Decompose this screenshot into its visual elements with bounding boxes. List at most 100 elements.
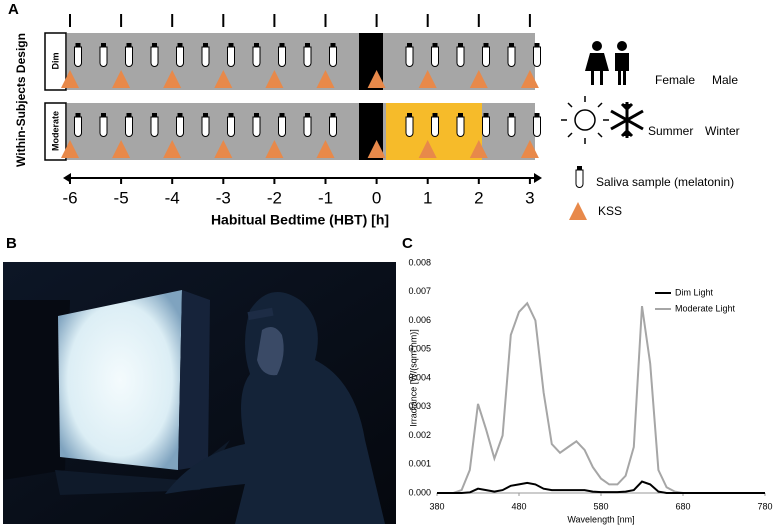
condition-box	[44, 32, 67, 91]
saliva-tube	[456, 116, 465, 137]
tube-cap	[534, 113, 540, 117]
saliva-tube	[533, 46, 541, 67]
tube-cap	[407, 43, 412, 47]
y-tick-label: 0.008	[408, 257, 431, 267]
saliva-tube	[150, 116, 159, 137]
saliva-tube	[201, 46, 210, 67]
tube-cap	[483, 43, 489, 47]
tube-cap	[228, 113, 234, 117]
legend-text: KSS	[598, 204, 622, 218]
series-line	[437, 301, 765, 494]
condition-label: Dim	[50, 52, 60, 69]
female-icon	[585, 41, 609, 85]
hbt-tick-label: 3	[525, 188, 534, 207]
y-tick-label: 0.000	[408, 487, 431, 497]
tube-cap	[152, 43, 157, 47]
saliva-tube	[125, 116, 133, 137]
saliva-tube	[533, 116, 541, 137]
tube-cap	[305, 43, 310, 47]
y-tick-label: 0.005	[408, 344, 431, 354]
saliva-tube	[227, 116, 235, 137]
saliva-tube	[74, 116, 82, 137]
saliva-tube	[176, 116, 184, 137]
saliva-tube	[303, 46, 312, 67]
hbt-axis-label: Habitual Bedtime (HBT) [h]	[211, 212, 389, 228]
kss-marker	[316, 70, 335, 88]
kss-marker	[61, 70, 79, 88]
legend-text: Male	[712, 73, 738, 87]
tube-cap	[177, 43, 183, 47]
saliva-tube	[99, 116, 108, 137]
sun-icon	[561, 96, 609, 144]
tube-cap	[152, 113, 157, 117]
saliva-tube	[303, 116, 312, 137]
condition-label: Moderate	[50, 111, 60, 151]
photo	[3, 262, 396, 524]
hbt-tick-label: 2	[474, 188, 483, 207]
kss-marker	[316, 140, 335, 158]
saliva-tube	[405, 46, 414, 67]
legend-text: Saliva sample (melatonin)	[596, 175, 734, 189]
legend-text: Female	[655, 73, 695, 87]
hbt-tick-label: -4	[165, 188, 180, 207]
tube-cap	[534, 43, 540, 47]
kss-marker	[520, 70, 539, 88]
hbt-tick-label: 0	[372, 188, 381, 207]
kss-marker	[418, 70, 437, 88]
kss-marker	[61, 140, 79, 158]
hbt-tick-label: -6	[62, 188, 77, 207]
legend-text: Summer	[648, 124, 693, 138]
saliva-tube	[329, 116, 337, 137]
kss-marker	[163, 70, 182, 88]
saliva-icon	[575, 166, 584, 188]
tube-cap	[228, 43, 234, 47]
tube-cap	[177, 113, 183, 117]
tube-cap	[330, 43, 336, 47]
saliva-tube	[201, 116, 210, 137]
saliva-tube	[99, 46, 108, 67]
tube-cap	[126, 113, 132, 117]
saliva-tube	[252, 46, 261, 67]
design-title: Within-Subjects Design	[14, 33, 28, 167]
panel-label: A	[8, 1, 19, 18]
panel-label: B	[6, 235, 17, 252]
tube-cap	[101, 43, 106, 47]
tube-cap	[509, 43, 514, 47]
kss-marker	[469, 140, 488, 158]
y-axis-label: Irradiance [W/(sqm*nm)]	[408, 329, 418, 427]
male-icon	[615, 41, 629, 85]
saliva-tube	[278, 116, 286, 137]
kss-marker	[112, 70, 131, 88]
hbt-tick-label: 1	[423, 188, 432, 207]
kss-marker	[469, 70, 488, 88]
legend-label: Moderate Light	[675, 303, 736, 313]
saliva-tube	[329, 46, 337, 67]
hbt-tick-label: -2	[267, 188, 282, 207]
saliva-tube	[125, 46, 133, 67]
tube-cap	[407, 113, 412, 117]
tube-cap	[483, 113, 489, 117]
y-tick-label: 0.001	[408, 459, 431, 469]
saliva-tube	[74, 46, 82, 67]
y-tick-label: 0.006	[408, 315, 431, 325]
y-tick-label: 0.007	[408, 286, 431, 296]
tube-cap	[203, 43, 208, 47]
tube-cap	[432, 113, 438, 117]
tube-cap	[126, 43, 132, 47]
tube-cap	[75, 113, 81, 117]
tube-cap	[458, 43, 463, 47]
saliva-tube	[456, 46, 465, 67]
tube-cap	[432, 43, 438, 47]
hbt-tick-label: -1	[318, 188, 333, 207]
y-tick-label: 0.002	[408, 430, 431, 440]
tube-cap	[279, 113, 285, 117]
hbt-tick-label: -3	[216, 188, 231, 207]
kss-marker	[163, 140, 182, 158]
kss-marker	[214, 140, 233, 158]
panel-label: C	[402, 235, 413, 252]
kss-marker	[367, 70, 386, 88]
legend-text: Winter	[705, 124, 740, 138]
x-tick-label: 480	[511, 501, 526, 511]
kss-marker	[112, 140, 131, 158]
